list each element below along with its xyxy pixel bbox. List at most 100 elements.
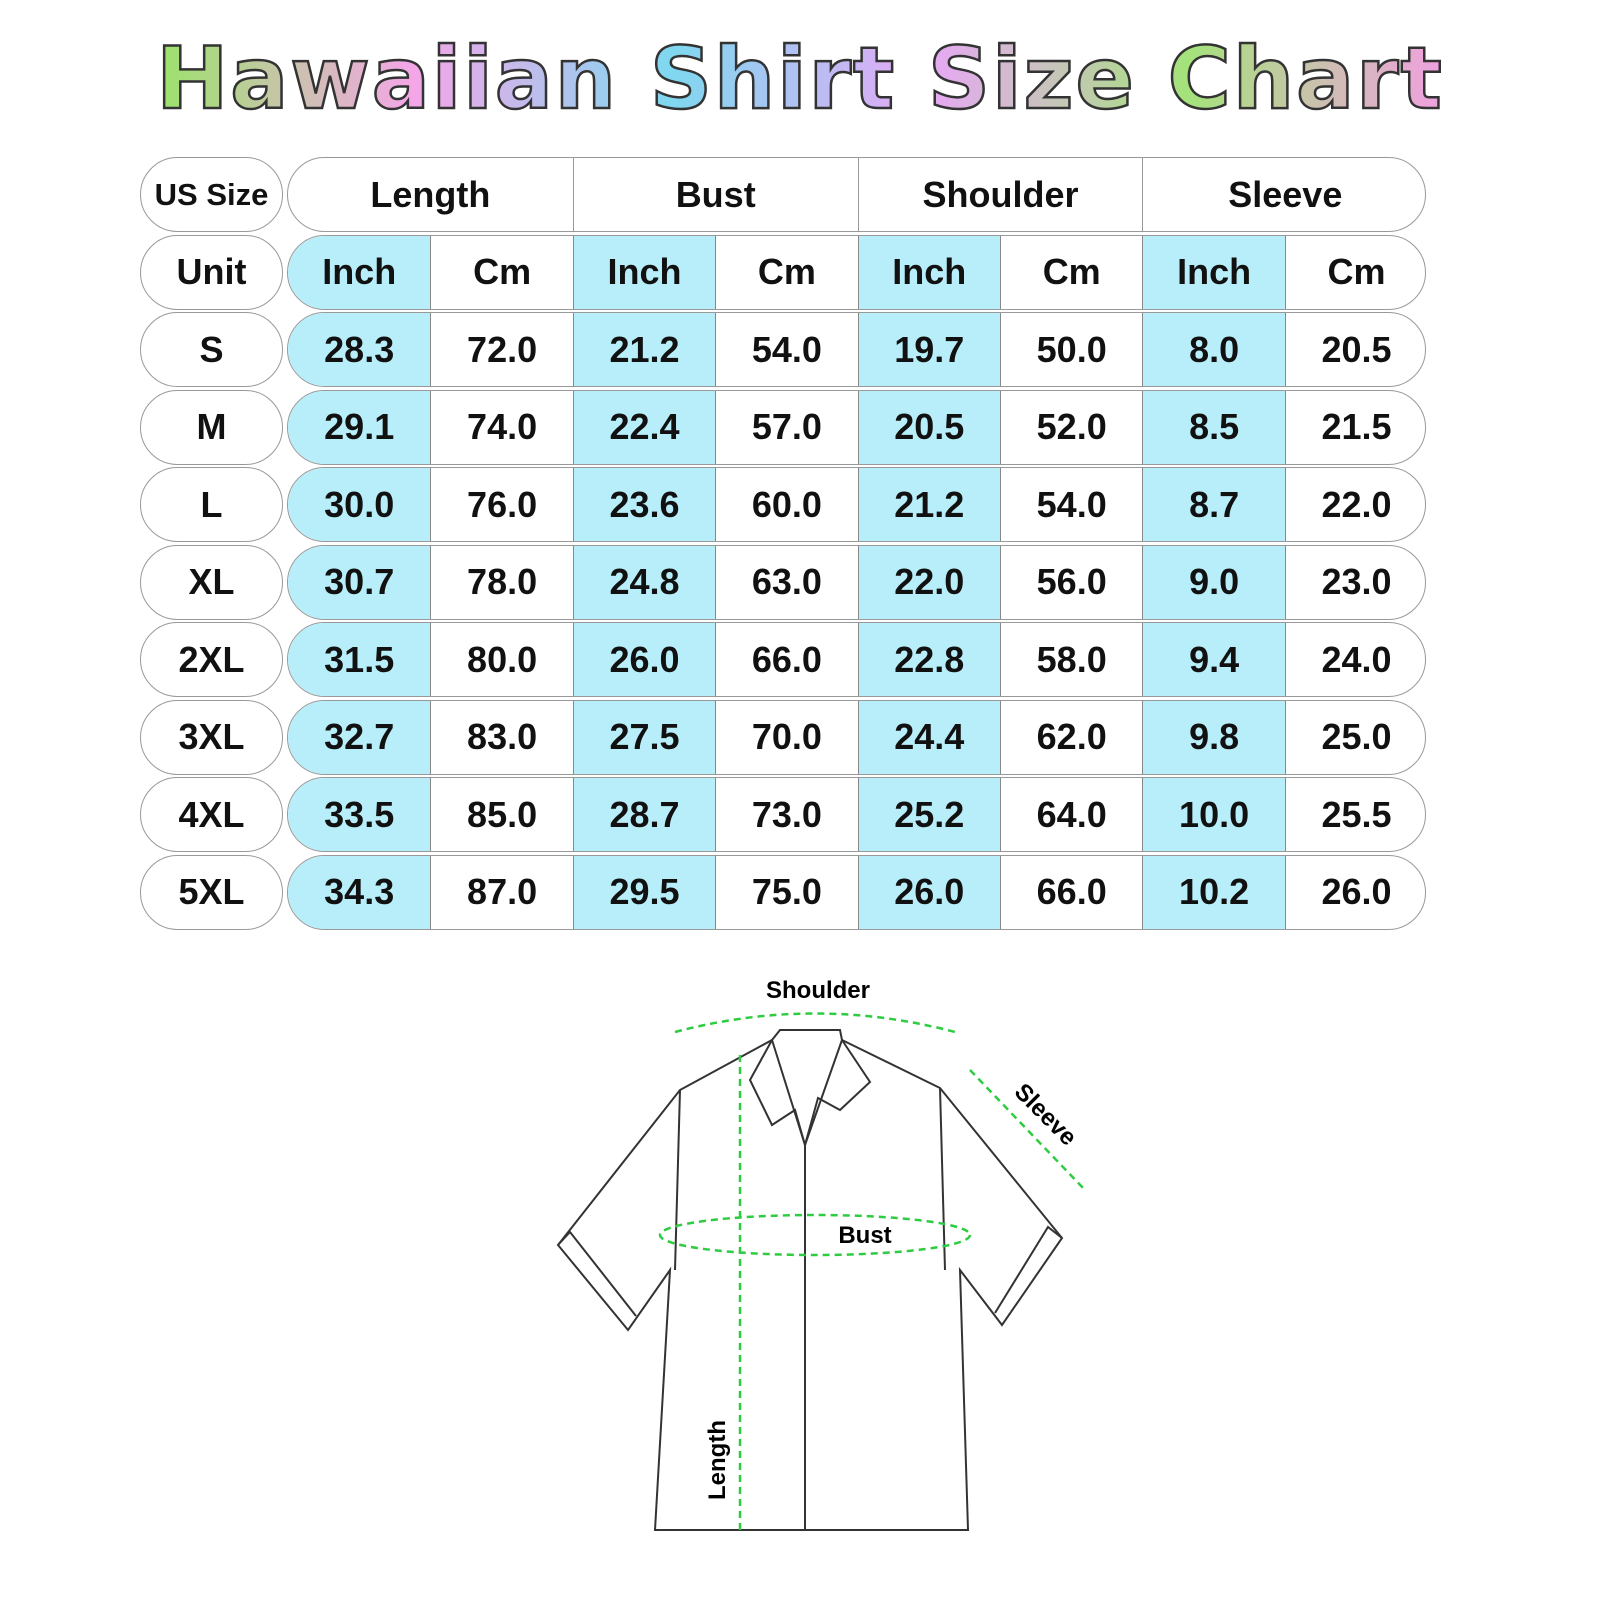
size-label: M (140, 389, 283, 465)
value-cell: 22.4 (572, 390, 716, 464)
value-cell: 85.0 (430, 778, 572, 851)
value-cell: 22.0 (1284, 468, 1425, 541)
unit-cell: Inch (1142, 235, 1285, 309)
table-row: 4XL 33.5 85.0 28.7 73.0 25.2 64.0 10.0 25.5 (140, 777, 1426, 854)
unit-header: Unit (140, 234, 283, 310)
value-cell: 54.0 (715, 313, 857, 386)
value-cell: 66.0 (715, 623, 857, 696)
value-cell: 74.0 (430, 390, 572, 464)
value-cell: 83.0 (430, 700, 572, 774)
value-cell: 76.0 (430, 468, 572, 541)
row-band: 30.7 78.0 24.8 63.0 22.0 56.0 9.0 23.0 (287, 544, 1426, 620)
value-cell: 21.2 (857, 468, 1000, 541)
table-row: 5XL 34.3 87.0 29.5 75.0 26.0 66.0 10.2 26.0 (140, 854, 1426, 932)
unit-cell: Inch (572, 235, 716, 309)
value-cell: 78.0 (430, 545, 572, 619)
size-header: US Size (140, 157, 283, 232)
value-cell: 63.0 (715, 545, 857, 619)
value-cell: 60.0 (715, 468, 857, 541)
row-band: 28.3 72.0 21.2 54.0 19.7 50.0 8.0 20.5 (287, 312, 1426, 387)
value-cell: 24.0 (1284, 623, 1425, 696)
bust-label: Bust (838, 1222, 891, 1249)
value-cell: 21.2 (572, 313, 716, 386)
value-cell: 57.0 (715, 390, 857, 464)
value-cell: 70.0 (715, 700, 857, 774)
value-cell: 30.7 (288, 545, 431, 619)
unit-cell: Cm (430, 235, 572, 309)
group-header-band: Length Bust Shoulder Sleeve (287, 157, 1426, 232)
group-header-sleeve: Sleeve (1142, 158, 1425, 231)
value-cell: 29.5 (572, 855, 716, 929)
page-title: Hawaiian Shirt Size Chart (155, 28, 1443, 131)
table-row: XL 30.7 78.0 24.8 63.0 22.0 56.0 9.0 23.0 (140, 544, 1426, 622)
group-header-bust: Bust (572, 158, 858, 231)
unit-cell: Cm (1000, 235, 1142, 309)
value-cell: 27.5 (572, 700, 716, 774)
value-cell: 25.0 (1284, 700, 1425, 774)
value-cell: 26.0 (572, 623, 716, 696)
shirt-outline-icon (556, 1029, 1064, 1531)
size-label: S (140, 312, 283, 387)
value-cell: 8.5 (1142, 390, 1285, 464)
value-cell: 8.0 (1142, 313, 1285, 386)
table-row: 2XL 31.5 80.0 26.0 66.0 22.8 58.0 9.4 24.0 (140, 622, 1426, 699)
value-cell: 24.8 (572, 545, 716, 619)
unit-row: Unit Inch Cm Inch Cm Inch Cm Inch Cm (140, 234, 1426, 312)
value-cell: 50.0 (1000, 313, 1142, 386)
group-header-length: Length (370, 173, 491, 215)
value-cell: 25.5 (1284, 778, 1425, 851)
value-cell: 10.0 (1142, 778, 1285, 851)
value-cell: 9.0 (1142, 545, 1285, 619)
value-cell: 8.7 (1142, 468, 1285, 541)
header-row: US Size Length Bust Shoulder Sleeve (140, 157, 1426, 234)
value-cell: 62.0 (1000, 700, 1142, 774)
row-band: 33.5 85.0 28.7 73.0 25.2 64.0 10.0 25.5 (287, 777, 1426, 852)
measure-lines (658, 1012, 1086, 1535)
value-cell: 31.5 (288, 623, 431, 696)
value-cell: 9.4 (1142, 623, 1285, 696)
value-cell: 28.7 (572, 778, 716, 851)
unit-cell: Inch (288, 235, 431, 309)
unit-cell: Inch (857, 235, 1000, 309)
value-cell: 64.0 (1000, 778, 1142, 851)
value-cell: 32.7 (288, 700, 431, 774)
unit-band: Inch Cm Inch Cm Inch Cm Inch Cm (287, 234, 1426, 310)
value-cell: 20.5 (857, 390, 1000, 464)
size-label: 3XL (140, 699, 283, 775)
unit-cell: Cm (715, 235, 857, 309)
value-cell: 34.3 (288, 855, 431, 929)
value-cell: 54.0 (1000, 468, 1142, 541)
value-cell: 20.5 (1284, 313, 1425, 386)
value-cell: 26.0 (857, 855, 1000, 929)
value-cell: 87.0 (430, 855, 572, 929)
value-cell: 58.0 (1000, 623, 1142, 696)
sleeve-label: Sleeve (1009, 1078, 1082, 1151)
table-row: 3XL 32.7 83.0 27.5 70.0 24.4 62.0 9.8 25.0 (140, 699, 1426, 777)
value-cell: 9.8 (1142, 700, 1285, 774)
title-text: Hawaiian Shirt Size Chart (156, 29, 1443, 129)
value-cell: 24.4 (857, 700, 1000, 774)
value-cell: 19.7 (857, 313, 1000, 386)
value-cell: 25.2 (857, 778, 1000, 851)
value-cell: 26.0 (1284, 855, 1425, 929)
row-band: 34.3 87.0 29.5 75.0 26.0 66.0 10.2 26.0 (287, 854, 1426, 930)
value-cell: 10.2 (1142, 855, 1285, 929)
table-row: S 28.3 72.0 21.2 54.0 19.7 50.0 8.0 20.5 (140, 312, 1426, 389)
row-band: 32.7 83.0 27.5 70.0 24.4 62.0 9.8 25.0 (287, 699, 1426, 775)
shoulder-label: Shoulder (766, 977, 870, 1004)
value-cell: 56.0 (1000, 545, 1142, 619)
size-label: 2XL (140, 622, 283, 697)
group-header-shoulder: Shoulder (857, 158, 1143, 231)
table-row: L 30.0 76.0 23.6 60.0 21.2 54.0 8.7 22.0 (140, 467, 1426, 544)
unit-cell: Cm (1284, 235, 1425, 309)
value-cell: 73.0 (715, 778, 857, 851)
value-cell: 80.0 (430, 623, 572, 696)
value-cell: 23.6 (572, 468, 716, 541)
size-label: L (140, 467, 283, 542)
value-cell: 75.0 (715, 855, 857, 929)
row-band: 29.1 74.0 22.4 57.0 20.5 52.0 8.5 21.5 (287, 389, 1426, 465)
value-cell: 28.3 (288, 313, 431, 386)
row-band: 31.5 80.0 26.0 66.0 22.8 58.0 9.4 24.0 (287, 622, 1426, 697)
shirt-measurement-diagram: Shoulder Sleeve Bust Length (556, 977, 1086, 1535)
size-label: 5XL (140, 854, 283, 930)
